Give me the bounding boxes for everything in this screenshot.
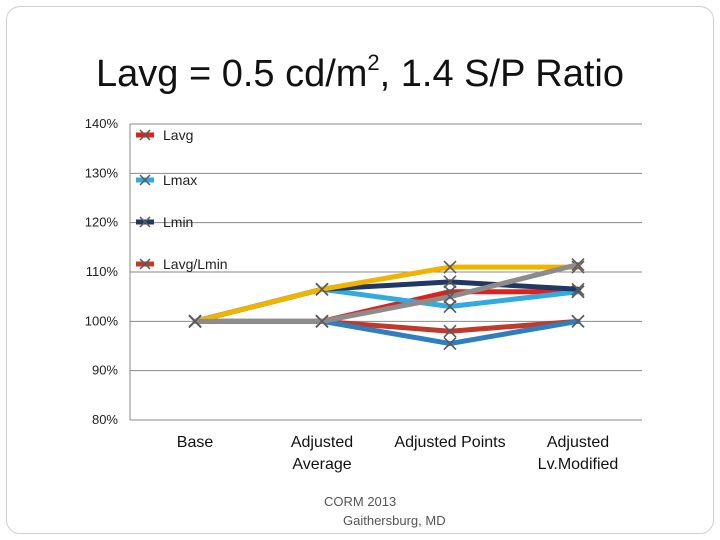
legend-label: Lmax — [163, 172, 197, 188]
legend-marker — [139, 216, 151, 228]
data-point-marker — [315, 282, 329, 296]
title-superscript: 2 — [367, 50, 380, 75]
slide-frame — [6, 6, 714, 534]
data-point-marker — [315, 314, 329, 328]
y-tick-label: 90% — [92, 363, 118, 378]
footer: CORM 2013 Gaithersburg, MD — [300, 492, 500, 530]
legend-label: Lavg — [163, 127, 193, 143]
title-text-rest: , 1.4 S/P Ratio — [379, 53, 624, 95]
y-tick-label: 140% — [85, 116, 119, 131]
legend-marker — [139, 258, 151, 270]
data-point-marker — [443, 336, 457, 351]
legend-marker — [139, 129, 151, 141]
y-tick-label: 110% — [86, 264, 119, 279]
data-point-marker — [443, 299, 457, 314]
legend-label: Lmin — [163, 214, 193, 230]
data-point-marker — [443, 260, 457, 274]
series-line — [192, 264, 581, 324]
data-point-marker — [571, 314, 585, 328]
x-tick-label: Base — [177, 434, 214, 451]
series-line — [192, 262, 581, 324]
legend-label: Lavg/Lmin — [163, 256, 228, 272]
slide-title: Lavg = 0.5 cd/m2, 1.4 S/P Ratio — [0, 50, 720, 95]
title-text: Lavg = 0.5 cd/m — [95, 53, 368, 95]
data-point-marker — [571, 282, 585, 296]
footer-conference: CORM 2013 — [324, 494, 397, 509]
x-tick-label: Adjusted Points — [394, 434, 505, 451]
y-tick-label: 130% — [85, 165, 119, 180]
legend-marker — [139, 174, 151, 186]
data-point-marker — [443, 324, 457, 338]
data-point-marker — [443, 290, 457, 304]
x-tick-label: Adjusted Average — [291, 434, 353, 473]
x-tick-label: Adjusted Lv.Modified — [538, 434, 619, 473]
data-point-marker — [188, 314, 202, 328]
y-tick-label: 80% — [92, 412, 118, 427]
series-line — [192, 279, 581, 324]
y-tick-label: 100% — [85, 313, 119, 328]
data-point-marker — [443, 275, 457, 289]
y-tick-label: 120% — [85, 215, 119, 230]
footer-location: Gaithersburg, MD — [343, 513, 446, 528]
data-point-marker — [571, 258, 585, 272]
